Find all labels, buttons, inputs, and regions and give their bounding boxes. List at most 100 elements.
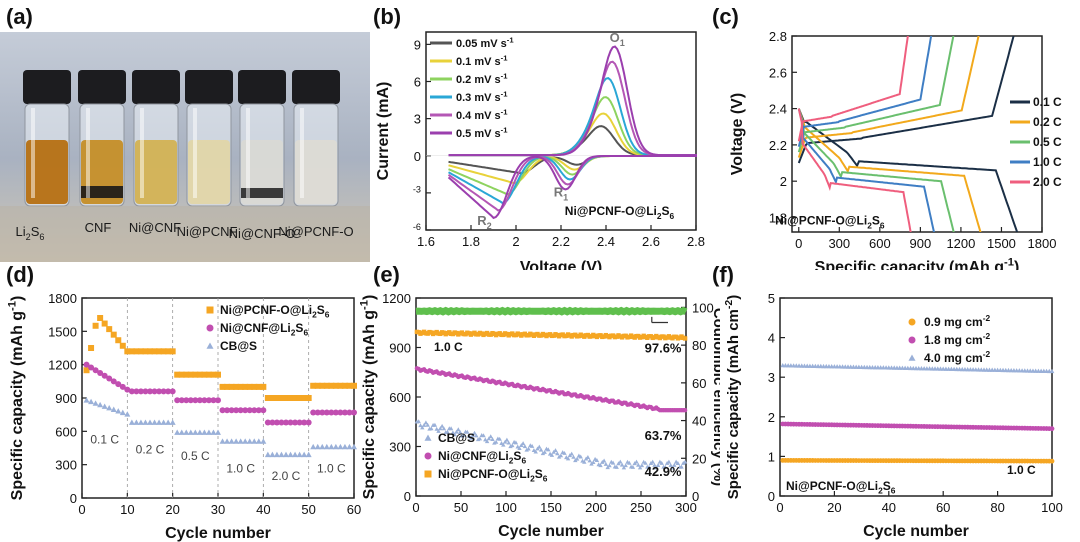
data-point — [466, 433, 472, 438]
data-point — [142, 388, 149, 395]
data-point — [474, 433, 479, 438]
discharge-curve — [797, 108, 982, 232]
data-point — [603, 461, 609, 466]
data-point — [346, 382, 353, 389]
data-point — [205, 429, 212, 435]
data-point — [456, 427, 461, 432]
data-point — [210, 429, 217, 435]
data-point — [192, 371, 199, 378]
data-point — [524, 447, 529, 452]
data-point — [169, 348, 176, 355]
y-right-tick-label: 60 — [692, 376, 706, 391]
data-point — [219, 383, 226, 390]
data-point — [215, 371, 221, 378]
vial-liquid — [26, 140, 68, 204]
data-point — [110, 331, 117, 338]
retention-label: 42.9% — [645, 464, 682, 479]
data-point — [305, 395, 312, 401]
data-point — [210, 371, 217, 378]
x-tick-label: 200 — [585, 500, 607, 515]
data-point — [119, 342, 126, 349]
data-point — [337, 443, 344, 450]
data-point — [314, 443, 321, 450]
data-point — [1049, 458, 1055, 464]
data-point — [224, 438, 231, 444]
x-tick-label: 250 — [630, 500, 652, 515]
data-point — [97, 401, 104, 408]
data-point — [538, 447, 544, 452]
data-point — [124, 348, 131, 355]
data-point — [174, 429, 181, 435]
data-point — [652, 462, 657, 467]
data-point — [156, 419, 163, 425]
y-tick-label: 2 — [768, 410, 775, 425]
data-point — [314, 382, 321, 389]
data-point — [319, 382, 326, 389]
data-point — [119, 409, 126, 416]
data-point — [128, 388, 135, 395]
data-point — [438, 426, 443, 431]
data-point — [619, 462, 625, 467]
x-tick-label: 900 — [910, 236, 932, 251]
data-point — [115, 337, 122, 344]
peak-label-r1: R1 — [554, 185, 568, 203]
data-point — [88, 398, 95, 405]
data-point — [273, 419, 280, 426]
data-point — [646, 464, 652, 469]
data-point — [470, 432, 475, 437]
vial-highlight — [31, 108, 35, 198]
data-point — [169, 419, 176, 425]
y-tick-label: 2.2 — [769, 138, 787, 153]
vial-sediment — [81, 186, 123, 198]
data-point — [477, 436, 483, 441]
y-tick-label: 2.8 — [769, 29, 787, 44]
data-point — [574, 456, 580, 461]
data-point — [562, 450, 567, 455]
data-point — [488, 434, 493, 439]
legend-label: 0.3 mV s-1 — [456, 90, 508, 104]
vial-highlight — [300, 108, 304, 198]
data-point — [623, 463, 628, 468]
panel-label-e: (e) — [373, 262, 400, 287]
y-tick-label: 0 — [414, 149, 421, 164]
data-point — [269, 451, 276, 458]
retention-label: 97.6% — [645, 340, 682, 355]
data-point — [585, 455, 591, 460]
data-point — [101, 403, 108, 409]
legend-marker — [424, 434, 432, 441]
data-point — [423, 420, 429, 425]
photo-floor — [0, 206, 370, 262]
data-point — [332, 443, 339, 450]
rate-label: 1.0 C — [226, 461, 255, 475]
data-point — [92, 322, 99, 329]
vial-liquid — [295, 140, 337, 204]
data-point — [242, 438, 249, 444]
data-point — [1049, 426, 1055, 432]
x-tick-label: 1500 — [987, 236, 1016, 251]
vial-label: Ni@PCNF-O — [278, 224, 353, 239]
data-point — [502, 439, 508, 444]
data-point — [292, 419, 299, 426]
data-point — [310, 443, 317, 450]
data-point — [287, 451, 294, 458]
data-point — [260, 438, 267, 444]
x-tick-label: 1200 — [946, 236, 975, 251]
y-tick-label: 4 — [768, 331, 775, 346]
data-point — [486, 436, 492, 441]
data-point — [332, 409, 339, 416]
data-point — [332, 382, 339, 389]
data-point — [192, 397, 199, 404]
legend-marker — [908, 318, 916, 326]
data-point — [106, 375, 113, 382]
data-point — [529, 443, 535, 448]
x-tick-label: 10 — [120, 502, 134, 517]
x-tick-label: 100 — [495, 500, 517, 515]
vial-sediment — [241, 188, 283, 198]
x-tick-label: 1.6 — [417, 234, 435, 249]
data-point — [124, 386, 131, 393]
data-point — [273, 451, 280, 458]
discharge-curve — [797, 108, 1019, 232]
vial-cap — [238, 70, 286, 104]
sample-label: Ni@PCNF-O@Li2S6 — [565, 204, 675, 221]
data-point — [418, 423, 423, 428]
